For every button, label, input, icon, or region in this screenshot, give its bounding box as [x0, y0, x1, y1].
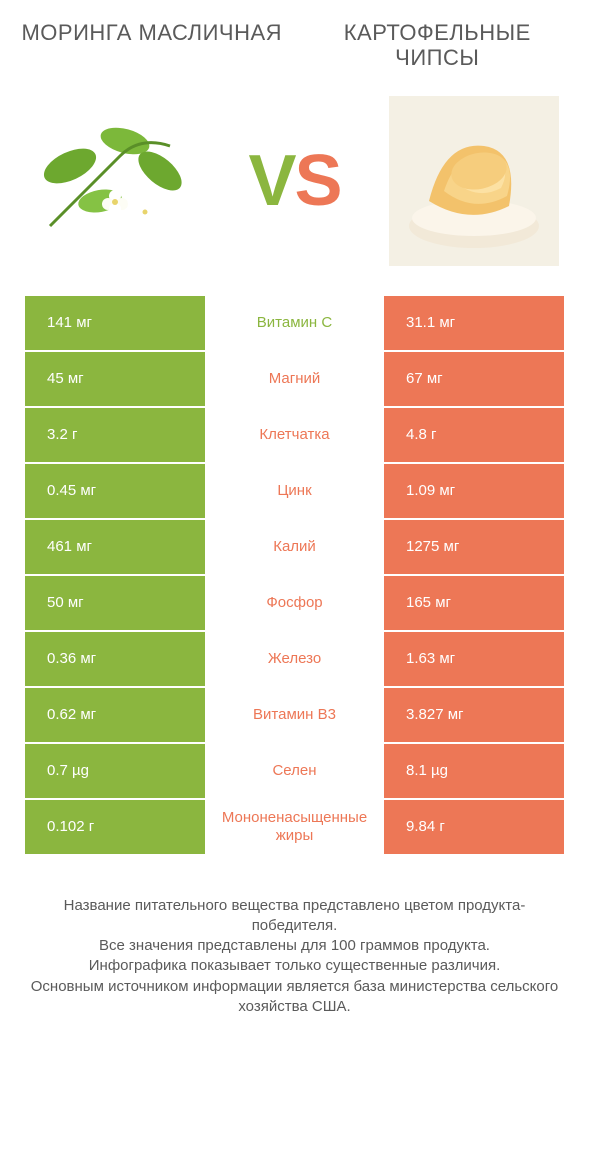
table-row: 0.7 µgСелен8.1 µg [25, 744, 564, 798]
table-row: 3.2 гКлетчатка4.8 г [25, 408, 564, 462]
right-value-cell: 1275 мг [384, 520, 564, 574]
left-value-cell: 0.102 г [25, 800, 205, 854]
right-product-title: Картофельные чипсы [305, 20, 569, 71]
vs-label: VS [248, 140, 340, 222]
right-value-cell: 4.8 г [384, 408, 564, 462]
nutrient-label: Клетчатка [205, 408, 384, 462]
right-value-cell: 8.1 µg [384, 744, 564, 798]
left-value-cell: 50 мг [25, 576, 205, 630]
left-value-cell: 0.62 мг [25, 688, 205, 742]
footer-line: Инфографика показывает только существенн… [25, 956, 564, 976]
moringa-icon [30, 96, 200, 266]
footer-notes: Название питательного вещества представл… [0, 856, 589, 1018]
left-product-title: Моринга масличная [20, 20, 284, 71]
table-row: 141 мгВитамин С31.1 мг [25, 296, 564, 350]
vs-v: V [248, 141, 294, 221]
footer-line: Название питательного вещества представл… [25, 896, 564, 937]
nutrient-label: Магний [205, 352, 384, 406]
nutrient-label: Калий [205, 520, 384, 574]
right-value-cell: 67 мг [384, 352, 564, 406]
left-value-cell: 0.45 мг [25, 464, 205, 518]
nutrient-label: Фосфор [205, 576, 384, 630]
left-value-cell: 141 мг [25, 296, 205, 350]
right-value-cell: 165 мг [384, 576, 564, 630]
left-value-cell: 3.2 г [25, 408, 205, 462]
left-value-cell: 0.7 µg [25, 744, 205, 798]
header: Моринга масличная Картофельные чипсы [0, 0, 589, 81]
nutrient-label: Мононенасыщенные жиры [205, 800, 384, 854]
image-row: VS [0, 81, 589, 296]
comparison-table: 141 мгВитамин С31.1 мг45 мгМагний67 мг3.… [0, 296, 589, 854]
nutrient-label: Селен [205, 744, 384, 798]
nutrient-label: Витамин B3 [205, 688, 384, 742]
footer-line: Все значения представлены для 100 граммо… [25, 936, 564, 956]
nutrient-label: Железо [205, 632, 384, 686]
nutrient-label: Цинк [205, 464, 384, 518]
nutrient-label: Витамин С [205, 296, 384, 350]
chips-icon [389, 96, 559, 266]
right-value-cell: 3.827 мг [384, 688, 564, 742]
left-value-cell: 0.36 мг [25, 632, 205, 686]
table-row: 45 мгМагний67 мг [25, 352, 564, 406]
table-row: 0.102 гМононенасыщенные жиры9.84 г [25, 800, 564, 854]
left-product-image [25, 91, 205, 271]
footer-line: Основным источником информации является … [25, 977, 564, 1018]
right-value-cell: 1.09 мг [384, 464, 564, 518]
vs-s: S [295, 141, 341, 221]
table-row: 0.62 мгВитамин B33.827 мг [25, 688, 564, 742]
right-product-image [384, 91, 564, 271]
right-value-cell: 1.63 мг [384, 632, 564, 686]
left-value-cell: 45 мг [25, 352, 205, 406]
right-value-cell: 9.84 г [384, 800, 564, 854]
table-row: 0.45 мгЦинк1.09 мг [25, 464, 564, 518]
table-row: 461 мгКалий1275 мг [25, 520, 564, 574]
table-row: 0.36 мгЖелезо1.63 мг [25, 632, 564, 686]
right-value-cell: 31.1 мг [384, 296, 564, 350]
table-row: 50 мгФосфор165 мг [25, 576, 564, 630]
left-value-cell: 461 мг [25, 520, 205, 574]
